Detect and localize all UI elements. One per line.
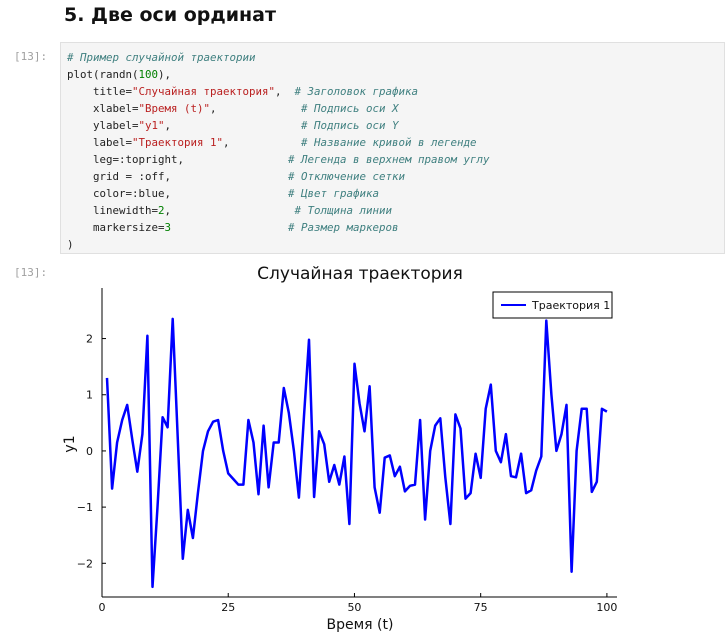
series-line [105,317,608,589]
code-text: , [164,119,302,132]
legend-label: Траектория 1 [531,299,610,312]
code-text: , [223,136,302,149]
code-comment: # Пример случайной траектории [67,51,256,64]
y-tick-label: 0 [86,445,93,458]
code-text: ylabel= [67,119,139,132]
x-tick-label: 50 [347,601,361,614]
code-text: , [275,85,295,98]
code-text: leg=:topright, [67,153,289,166]
code-comment: # Подпись оси Y [301,119,399,132]
code-comment: # Подпись оси X [301,102,399,115]
code-editor[interactable]: # Пример случайной траектории plot(randn… [67,49,490,253]
x-tick-label: 100 [596,601,617,614]
y-axis-label: y1 [62,435,78,452]
y-tick-label: 1 [86,389,93,402]
x-tick-label: 0 [99,601,106,614]
x-axis-label: Время (t) [327,617,394,633]
output-prompt: [13]: [14,266,48,279]
code-text: markersize= [67,221,165,234]
code-text: xlabel= [67,102,139,115]
code-number: 2 [158,204,165,217]
code-text: label= [67,136,133,149]
section-heading: 5. Две оси ординат [64,4,277,26]
input-prompt: [13]: [14,50,48,63]
x-tick-label: 25 [221,601,235,614]
code-cell[interactable]: # Пример случайной траектории plot(randn… [60,42,725,254]
code-string: "y1" [138,119,165,132]
y-tick-label: 2 [86,333,93,346]
code-comment: # Название кривой в легенде [301,136,477,149]
code-string: "Время (t)" [138,102,211,115]
code-comment: # Цвет графика [288,187,380,200]
plot-area [105,317,608,589]
code-text: title= [67,85,133,98]
code-comment: # Толщина линии [294,204,393,217]
code-text: ) [67,238,74,251]
code-text: , [164,204,295,217]
code-string: "Траектория 1" [132,136,224,149]
code-text: grid = :off, [67,170,289,183]
chart-title: Случайная траектория [257,264,463,284]
code-text: ), [158,68,172,81]
code-number: 100 [138,68,159,81]
line-chart: Случайная траектория Время (t) y1 0 25 50 7… [62,264,617,633]
code-number: 3 [164,221,172,234]
code-text [171,221,288,234]
y-tick-label: −2 [77,557,93,570]
code-comment: # Заголовок графика [294,85,419,98]
y-tick-label: −1 [77,501,93,514]
code-comment: # Отключение сетки [288,170,406,183]
code-text: plot(randn( [67,68,139,81]
code-text: linewidth= [67,204,159,217]
code-comment: # Размер маркеров [288,221,399,234]
code-text: color=:blue, [67,187,289,200]
code-string: "Случайная траектория" [132,85,276,98]
axes: 0 25 50 75 100 −2 −1 0 1 2 [77,288,617,614]
code-text: , [210,102,302,115]
x-tick-label: 75 [474,601,488,614]
legend: Траектория 1 [492,291,613,319]
code-comment: # Легенда в верхнем правом углу [288,153,490,166]
